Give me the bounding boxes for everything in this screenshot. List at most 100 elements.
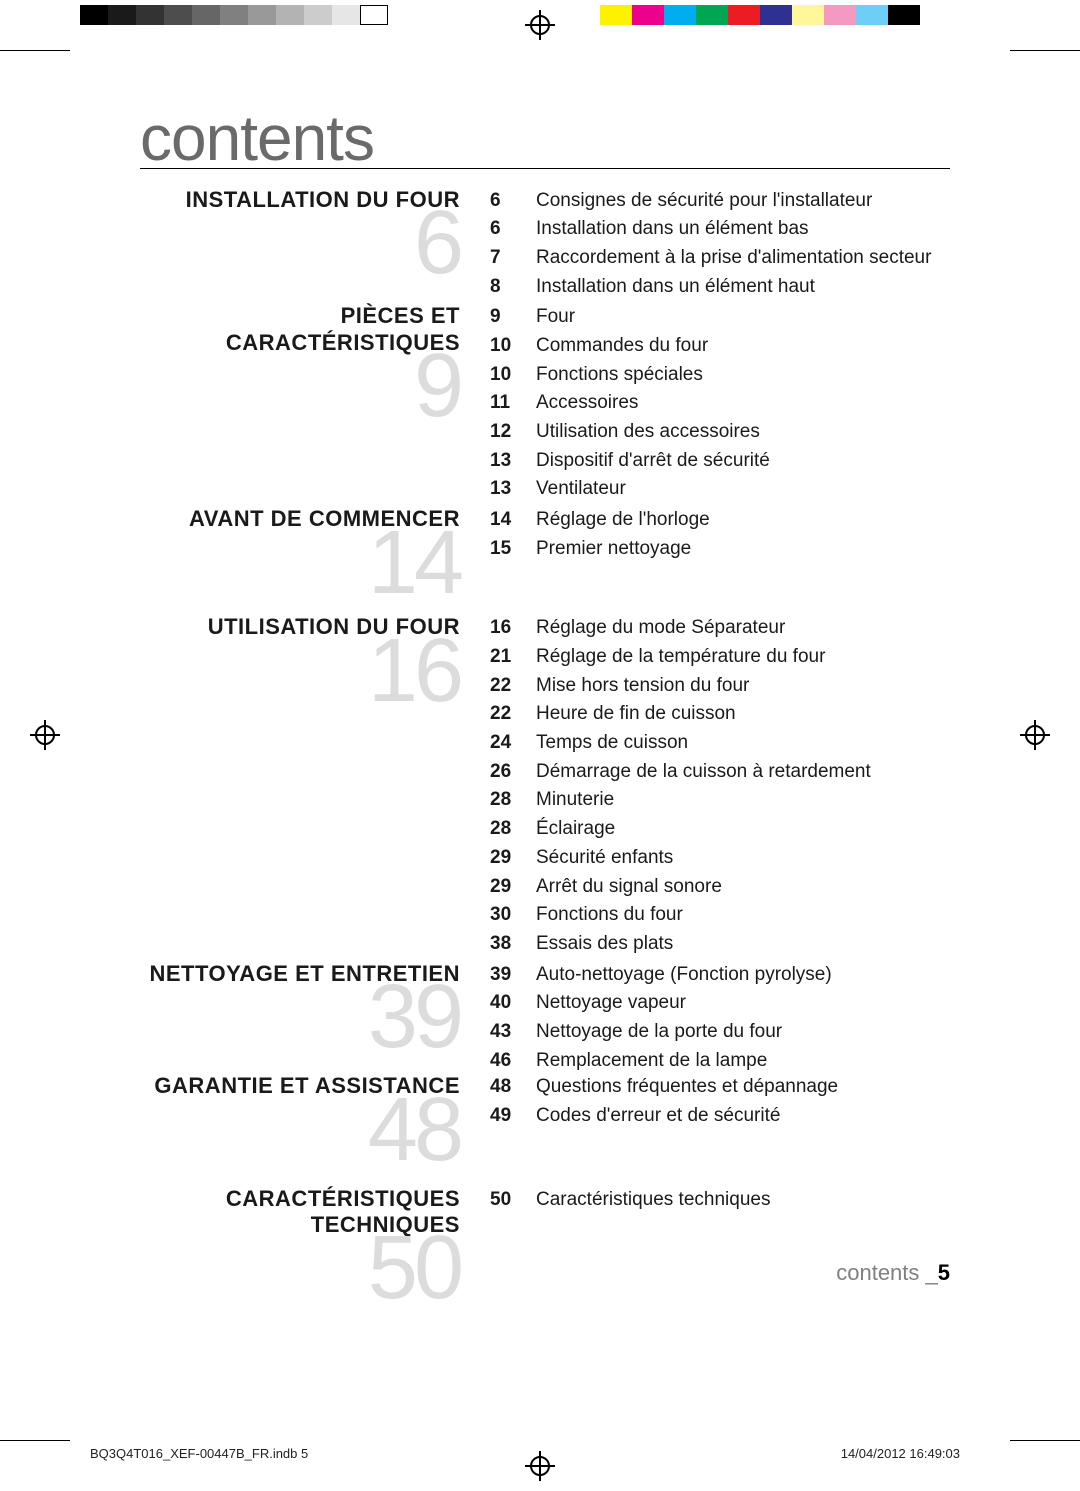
entry-label: Sécurité enfants	[536, 846, 950, 871]
section-left: GARANTIE ET ASSISTANCE48	[140, 1073, 490, 1167]
entry-label: Dispositif d'arrêt de sécurité	[536, 449, 950, 474]
swatch	[276, 5, 304, 25]
toc-entry: 43Nettoyage de la porte du four	[490, 1020, 950, 1045]
page: contents INSTALLATION DU FOUR66Consignes…	[0, 0, 1080, 1491]
entry-page: 22	[490, 702, 520, 727]
entry-page: 14	[490, 508, 520, 533]
section-entries: 48Questions fréquentes et dépannage49Cod…	[490, 1073, 950, 1128]
section-left: NETTOYAGE ET ENTRETIEN39	[140, 961, 490, 1055]
entry-label: Ventilateur	[536, 477, 950, 502]
content-area: contents INSTALLATION DU FOUR66Consignes…	[140, 110, 950, 1306]
entry-label: Utilisation des accessoires	[536, 420, 950, 445]
entry-label: Temps de cuisson	[536, 731, 950, 756]
section-big-number: 14	[140, 527, 460, 601]
entry-page: 11	[490, 391, 520, 416]
entry-label: Commandes du four	[536, 334, 950, 359]
toc-entry: 16 Réglage du mode Séparateur	[490, 616, 950, 641]
toc-section: AVANT DE COMMENCER1414 Réglage de l'horlo…	[140, 506, 950, 600]
toc-entry: 22Mise hors tension du four	[490, 674, 950, 699]
color-swatch-strip	[600, 5, 920, 25]
registration-mark-icon	[1020, 720, 1050, 750]
entry-page: 29	[490, 875, 520, 900]
entry-page: 13	[490, 449, 520, 474]
toc-entry: 13 Dispositif d'arrêt de sécurité	[490, 449, 950, 474]
toc-entry: 15 Premier nettoyage	[490, 537, 950, 562]
toc-entry: 8Installation dans un élément haut	[490, 275, 950, 300]
entry-label: Nettoyage vapeur	[536, 991, 950, 1016]
swatch	[696, 5, 728, 25]
pdf-filename: BQ3Q4T016_XEF-00447B_FR.indb 5	[90, 1446, 308, 1461]
entry-page: 40	[490, 991, 520, 1016]
section-left: UTILISATION DU FOUR16	[140, 614, 490, 708]
swatch	[80, 5, 108, 25]
section-big-number: 9	[140, 350, 460, 424]
swatch	[888, 5, 920, 25]
entry-label: Installation dans un élément haut	[536, 275, 950, 300]
entry-page: 48	[490, 1075, 520, 1100]
swatch	[136, 5, 164, 25]
swatch	[220, 5, 248, 25]
swatch	[760, 5, 792, 25]
toc-entry: 12Utilisation des accessoires	[490, 420, 950, 445]
crop-mark	[0, 50, 70, 51]
footer-label: contents _	[836, 1260, 938, 1285]
swatch	[632, 5, 664, 25]
section-entries: 39 Auto-nettoyage (Fonction pyrolyse) 40 Ne…	[490, 961, 950, 1074]
swatch	[108, 5, 136, 25]
entry-label: Minuterie	[536, 788, 950, 813]
section-entries: 6Consignes de sécurité pour l'installate…	[490, 187, 950, 300]
entry-page: 49	[490, 1104, 520, 1129]
entry-label: Réglage de l'horloge	[536, 508, 950, 533]
entry-label: Heure de fin de cuisson	[536, 702, 950, 727]
entry-label: Premier nettoyage	[536, 537, 950, 562]
toc-entry: 21Réglage de la température du four	[490, 645, 950, 670]
entry-page: 28	[490, 817, 520, 842]
toc-entry: 30Fonctions du four	[490, 903, 950, 928]
grayscale-swatch-strip	[80, 5, 388, 25]
entry-page: 29	[490, 846, 520, 871]
section-big-number: 48	[140, 1094, 460, 1168]
entry-page: 16	[490, 616, 520, 641]
toc-section: CARACTÉRISTIQUES TECHNIQUES5050Caractéri…	[140, 1186, 950, 1307]
section-left: AVANT DE COMMENCER14	[140, 506, 490, 600]
entry-page: 6	[490, 189, 520, 214]
entry-label: Caractéristiques techniques	[536, 1188, 950, 1213]
entry-page: 39	[490, 963, 520, 988]
section-entries: 14 Réglage de l'horloge 15 Premier nettoyag…	[490, 506, 950, 561]
section-big-number: 39	[140, 981, 460, 1055]
swatch	[728, 5, 760, 25]
entry-label: Fonctions du four	[536, 903, 950, 928]
toc-entry: 46 Remplacement de la lampe	[490, 1049, 950, 1074]
toc-entry: 29 Arrêt du signal sonore	[490, 875, 950, 900]
toc-entry: 24Temps de cuisson	[490, 731, 950, 756]
crop-mark	[1010, 50, 1080, 51]
crop-mark	[0, 1440, 70, 1441]
toc-entry: 22 Heure de fin de cuisson	[490, 702, 950, 727]
toc-section: PIÈCES ET CARACTÉRISTIQUES99Four10Comman…	[140, 303, 950, 502]
swatch	[824, 5, 856, 25]
section-left: CARACTÉRISTIQUES TECHNIQUES50	[140, 1186, 490, 1307]
entry-page: 7	[490, 246, 520, 271]
entry-label: Auto-nettoyage (Fonction pyrolyse)	[536, 963, 950, 988]
pdf-timestamp: 14/04/2012 16:49:03	[841, 1446, 960, 1461]
entry-page: 28	[490, 788, 520, 813]
toc-entry: 28Éclairage	[490, 817, 950, 842]
entry-label: Remplacement de la lampe	[536, 1049, 950, 1074]
entry-label: Réglage du mode Séparateur	[536, 616, 950, 641]
swatch	[332, 5, 360, 25]
toc-entry: 39 Auto-nettoyage (Fonction pyrolyse)	[490, 963, 950, 988]
entry-label: Arrêt du signal sonore	[536, 875, 950, 900]
section-entries: 9Four10Commandes du four10Fonctions spéc…	[490, 303, 950, 502]
toc-entry: 9Four	[490, 305, 950, 330]
swatch	[600, 5, 632, 25]
entry-page: 46	[490, 1049, 520, 1074]
swatch	[192, 5, 220, 25]
swatch	[856, 5, 888, 25]
entry-page: 10	[490, 363, 520, 388]
toc-section: INSTALLATION DU FOUR66Consignes de sécur…	[140, 187, 950, 300]
toc-entry: 28 Minuterie	[490, 788, 950, 813]
toc-entry: 49Codes d'erreur et de sécurité	[490, 1104, 950, 1129]
entry-page: 15	[490, 537, 520, 562]
toc-entry: 10Commandes du four	[490, 334, 950, 359]
page-title: contents	[140, 110, 950, 169]
